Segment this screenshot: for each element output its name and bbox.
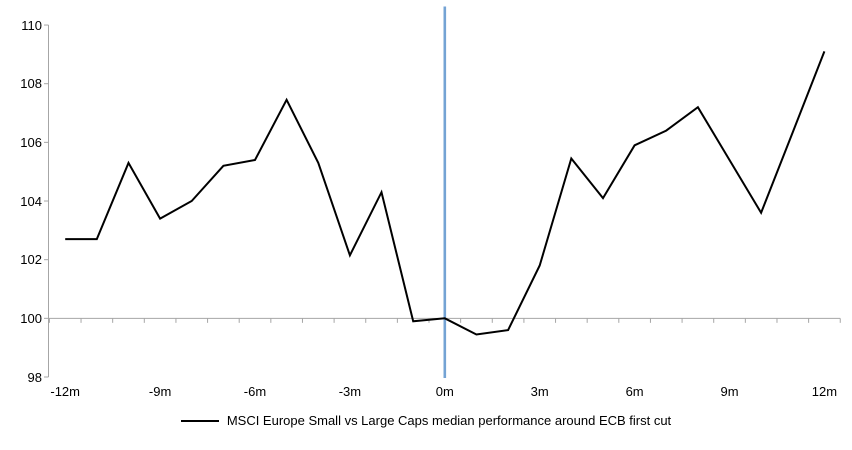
y-axis-tick-label: 110 (21, 17, 42, 33)
legend-line-sample-icon (180, 419, 219, 422)
x-axis-tick-label: 12m (811, 384, 838, 399)
x-axis-tick-label: 6m (625, 384, 644, 399)
x-axis-tick-label: -9m (148, 384, 172, 399)
legend: MSCI Europe Small vs Large Caps median p… (0, 413, 852, 428)
y-axis-tick-label: 106 (20, 134, 42, 150)
y-axis-tick-label: 108 (20, 76, 42, 92)
y-axis-tick-label: 100 (20, 310, 42, 326)
y-axis-tick-label: 102 (20, 252, 42, 268)
x-axis-tick-label: 9m (720, 384, 739, 399)
x-axis-tick-label: -3m (338, 384, 362, 399)
series-line (65, 51, 826, 336)
y-axis-tick-label: 104 (20, 193, 42, 209)
x-axis-tick-label: 0m (435, 384, 454, 399)
legend-series-label: MSCI Europe Small vs Large Caps median p… (226, 413, 672, 428)
x-axis-tick-label: 3m (530, 384, 549, 399)
y-axis-tick-label: 98 (27, 369, 42, 385)
x-axis-tick-label: -12m (50, 384, 80, 399)
x-axis-tick-label: -6m (243, 384, 267, 399)
